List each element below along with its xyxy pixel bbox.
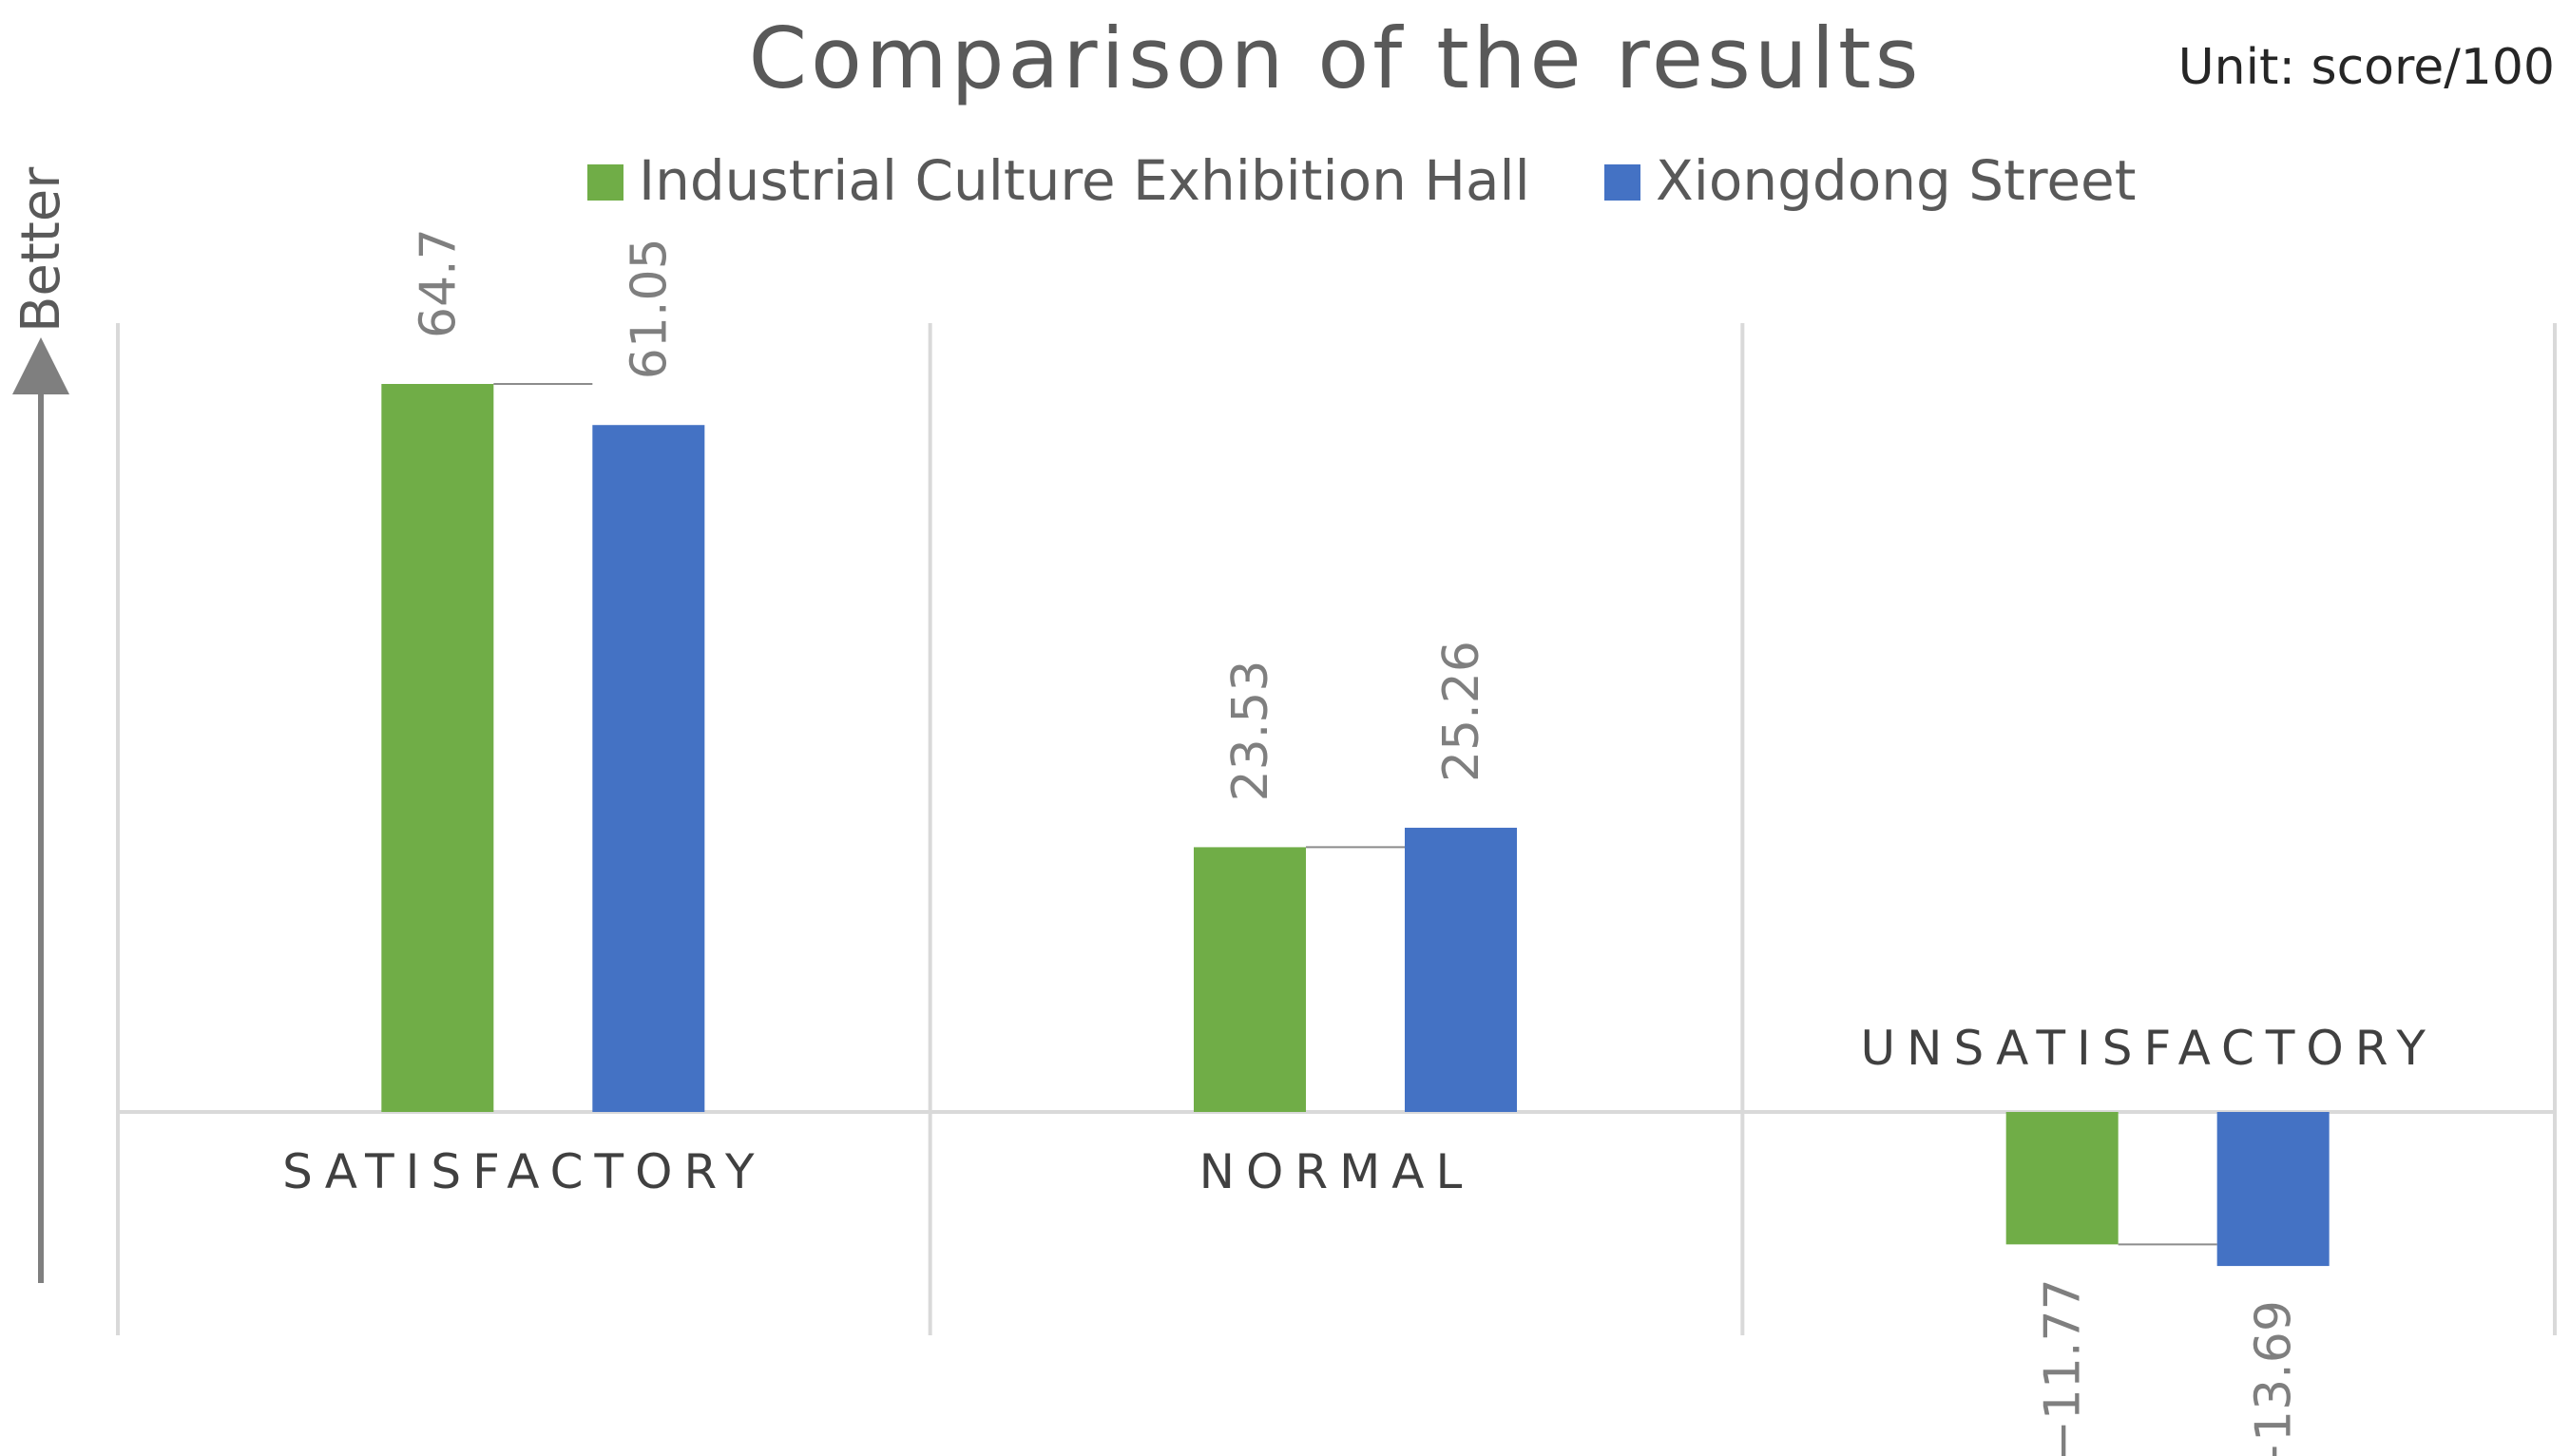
data-label-normal-industrial-culture-exhibition-hall: 23.53 bbox=[1222, 661, 1279, 802]
legend-label-industrial-culture-exhibition-hall: Industrial Culture Exhibition Hall bbox=[639, 148, 1530, 213]
bar-normal-xiongdong-street bbox=[1405, 827, 1517, 1112]
bar-normal-industrial-culture-exhibition-hall bbox=[1194, 847, 1306, 1112]
data-label-normal-xiongdong-street: 25.26 bbox=[1433, 641, 1490, 782]
category-label-satisfactory: SATISFACTORY bbox=[282, 1144, 765, 1199]
unit-label: Unit: score/100 bbox=[2178, 39, 2555, 96]
bar-satisfactory-industrial-culture-exhibition-hall bbox=[381, 384, 494, 1112]
bar-unsatisfactory-industrial-culture-exhibition-hall bbox=[2005, 1112, 2119, 1245]
category-label-unsatisfactory: UNSATISFACTORY bbox=[1860, 1021, 2436, 1076]
category-labels: SATISFACTORY NORMAL UNSATISFACTORY bbox=[282, 1021, 2436, 1199]
grid bbox=[116, 323, 2557, 1335]
data-label-satisfactory-industrial-culture-exhibition-hall: 64.7 bbox=[410, 228, 467, 338]
legend-swatch-xiongdong-street bbox=[1604, 164, 1640, 201]
bar-satisfactory-xiongdong-street bbox=[592, 425, 705, 1113]
chart-title: Comparison of the results bbox=[749, 10, 1923, 107]
legend-label-xiongdong-street: Xiongdong Street bbox=[1656, 148, 2136, 213]
data-label-unsatisfactory-industrial-culture-exhibition-hall: −11.77 bbox=[2035, 1278, 2092, 1456]
better-arrow: Better bbox=[10, 166, 72, 1283]
legend: Industrial Culture Exhibition Hall Xiong… bbox=[587, 148, 2136, 213]
better-label: Better bbox=[10, 166, 72, 333]
data-label-unsatisfactory-xiongdong-street: −13.69 bbox=[2246, 1300, 2303, 1456]
connectors bbox=[493, 383, 2217, 1246]
bars bbox=[381, 384, 2330, 1267]
data-label-satisfactory-xiongdong-street: 61.05 bbox=[621, 238, 678, 379]
category-label-normal: NORMAL bbox=[1199, 1144, 1474, 1199]
legend-swatch-industrial-culture-exhibition-hall bbox=[587, 164, 623, 201]
data-labels: 64.7 61.05 23.53 25.26 −11.77 −13.69 bbox=[410, 228, 2302, 1456]
bar-unsatisfactory-xiongdong-street bbox=[2216, 1112, 2330, 1267]
